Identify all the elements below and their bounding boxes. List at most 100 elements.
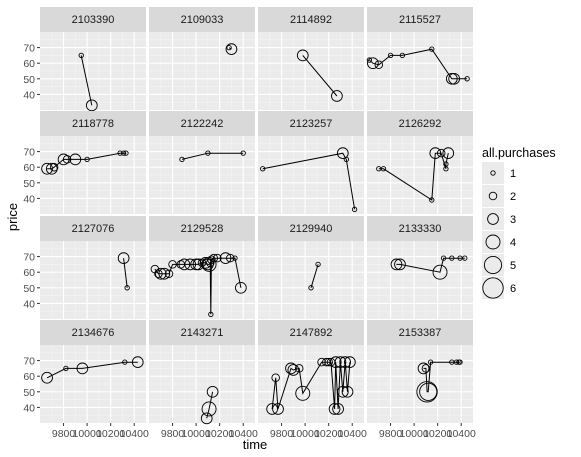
data-point (178, 258, 191, 271)
x-tick-label: 10000 (291, 428, 320, 440)
data-point (190, 258, 202, 271)
data-point (374, 60, 384, 70)
series-line (262, 152, 356, 210)
data-point (341, 385, 354, 398)
y-tick-label: 40 (23, 402, 35, 414)
facet-panel: 2114892 (258, 7, 364, 110)
data-point (200, 412, 213, 425)
y-tick-label: 40 (23, 298, 35, 310)
legend-symbol (483, 255, 503, 275)
data-point (207, 255, 216, 264)
data-point (436, 148, 446, 158)
data-point (208, 311, 214, 317)
data-point (225, 43, 238, 56)
legend-key (482, 208, 504, 230)
y-tick-label: 60 (23, 58, 35, 70)
data-point (387, 52, 394, 59)
facet-strip (258, 320, 364, 345)
data-point (122, 359, 128, 365)
legend-label: 6 (510, 283, 516, 295)
facet-strip-label: 2103390 (72, 14, 115, 26)
x-tick-label: 9800 (270, 428, 294, 440)
data-point (164, 269, 174, 279)
legend-label: 2 (510, 191, 516, 203)
legend-symbol (488, 191, 498, 201)
y-tick-label: 50 (23, 74, 35, 86)
data-point (41, 371, 53, 384)
data-point (168, 260, 177, 269)
data-point (432, 264, 448, 280)
y-tick-label: 70 (23, 252, 35, 264)
legend-key (482, 231, 504, 253)
data-point (213, 253, 222, 263)
y-axis-title: price (5, 203, 20, 231)
x-tick-label: 10200 (314, 428, 343, 440)
data-point (453, 359, 460, 365)
legend-key (482, 162, 504, 184)
data-point (206, 385, 219, 398)
facet-strip-label: 2153387 (399, 327, 442, 339)
legend-item: 6 (482, 277, 516, 299)
x-tick-label: 10000 (73, 428, 102, 440)
facet-panel: 2129940 (258, 216, 364, 319)
data-point (226, 253, 235, 263)
data-point (62, 155, 72, 164)
x-tick-label: 10200 (96, 428, 125, 440)
x-tick-label: 10400 (229, 428, 258, 440)
x-tick-label: 10000 (400, 428, 429, 440)
legend-item: 4 (482, 231, 516, 253)
data-point (336, 147, 349, 160)
facet-strip-label: 2127076 (72, 223, 115, 235)
x-tick-label: 10200 (423, 428, 452, 440)
data-point (442, 147, 455, 160)
data-point (78, 52, 84, 59)
data-point (457, 359, 463, 365)
data-point (184, 258, 197, 271)
facet-strip-label: 2129940 (290, 223, 333, 235)
legend: all.purchases 1 2 3 4 5 6 (482, 146, 556, 299)
data-point (45, 162, 58, 175)
series-line (396, 257, 465, 273)
data-point (334, 356, 347, 369)
y-tick-label: 60 (23, 371, 35, 383)
facet-strip-label: 2129528 (181, 223, 224, 235)
data-point (328, 403, 341, 415)
data-point (449, 255, 455, 261)
legend-item: 1 (482, 162, 516, 184)
facet-panel: 2115527 (366, 7, 473, 110)
facet-strip (149, 320, 255, 345)
series-line (271, 361, 351, 410)
data-point (417, 362, 430, 375)
data-point (226, 44, 232, 51)
data-point (308, 285, 314, 291)
legend-label: 4 (510, 237, 516, 249)
data-point (69, 153, 82, 166)
y-tick-label: 40 (23, 89, 35, 101)
data-point (351, 206, 358, 212)
data-point (429, 46, 435, 52)
data-point (209, 253, 219, 263)
data-point (199, 256, 212, 269)
data-point (295, 385, 311, 401)
data-point (232, 255, 238, 261)
data-point (443, 161, 449, 167)
data-point (271, 373, 280, 383)
data-point (49, 162, 59, 172)
data-point (240, 150, 246, 156)
facet-strip (149, 216, 255, 241)
data-point (419, 382, 438, 401)
data-point (390, 258, 403, 271)
data-point (201, 256, 217, 272)
facet-panel: 2122242 (149, 111, 255, 214)
data-point (158, 267, 171, 280)
facet-strip (367, 7, 473, 32)
legend-label: 5 (510, 260, 516, 272)
facet-strip-label: 2123257 (290, 118, 333, 130)
facet-panels: 2103390 40 50 60 70 2109033 2114892 2115527 2118… (23, 7, 476, 440)
x-tick-label: 9800 (161, 428, 185, 440)
facet-strip-label: 2118778 (72, 118, 114, 130)
data-point (344, 356, 356, 369)
data-point (339, 356, 352, 369)
